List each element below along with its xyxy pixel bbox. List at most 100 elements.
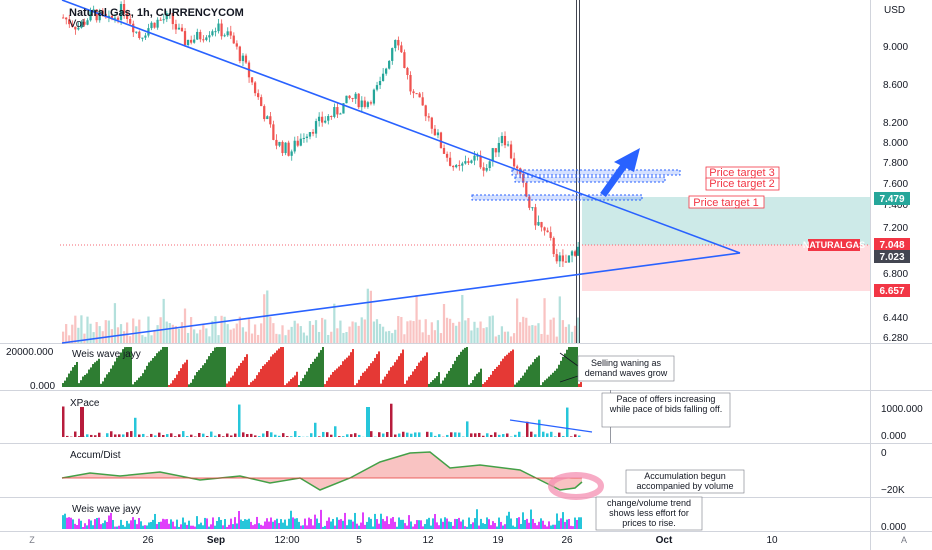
x-tick: 12:00 [274,535,299,546]
auto-scale-icon[interactable]: A [901,535,907,545]
candle-body [65,17,68,20]
xpace-bar [142,433,145,437]
weis-wave-bar [90,367,92,387]
annotation-pace[interactable]: Pace of offers increasing while pace of … [601,392,731,428]
weis-wave-bar-2 [288,518,290,529]
weis-wave-bar [206,359,208,387]
weis-wave-bar [386,373,388,387]
candle-body [235,43,238,47]
volume-bar [500,326,504,343]
candle-body [403,52,406,68]
weis-wave-bar-2 [556,513,558,529]
volume-bar [71,324,74,343]
price-tag-stop[interactable]: 6.657 [874,284,910,297]
candle-body [110,15,113,19]
candle-body [296,140,299,146]
xpace-title[interactable]: XPace [70,398,100,409]
weis-wave-bar [138,377,140,387]
volume-bar [238,316,241,343]
price-target-label-3[interactable]: Price target 3 [705,166,780,180]
candle-body [576,246,580,256]
x-tick: 26 [142,535,154,546]
xpace-bar [182,431,185,437]
weis-wave-bar-2 [534,522,536,529]
bullish-arrow[interactable] [600,148,640,198]
annotation-effort[interactable]: change/volume trend shows less effort fo… [595,496,703,531]
weis-wave-bar [574,347,576,387]
y-tick: 7.400 [883,200,908,211]
weis-wave-bar-2 [202,525,204,529]
weis-wave-bar [210,353,212,387]
candle-body [327,116,330,121]
symbol-title[interactable]: Natural Gas, 1h, CURRENCYCOM [69,7,244,19]
volume-bar [442,303,446,343]
weis-wave-bar [344,359,346,387]
time-axis[interactable]: 26 Sep 12:00 5 12 19 26 Oct 10 [142,535,778,546]
weis-wave-title-2[interactable]: Weis wave jayy [72,504,141,515]
weis-wave-bar-2 [258,523,260,529]
candle-body [555,254,558,262]
timezone-icon[interactable]: Z [29,535,35,545]
price-tag-current[interactable]: 7.023 [874,250,910,263]
weis-wave-bar-2 [554,524,556,529]
volume-bar [388,330,391,343]
volume-bar [546,334,549,343]
xpace-bar [310,433,313,437]
xpace-bar [254,435,257,437]
annotation-accumulation[interactable]: Accumulation begun accompanied by volume [625,469,745,494]
candle-body [421,97,424,106]
ascending-trendline[interactable] [61,252,741,344]
weis-wave-bar [266,362,268,387]
candle-body [363,100,366,107]
candle-body [241,55,245,62]
volume-bar [491,315,494,343]
weis-wave-bar [84,374,86,387]
weis-wave-bar [256,375,258,387]
volume-bar [235,323,238,343]
xpace-bar [186,436,189,437]
weis-wave-bar-2 [378,523,380,529]
price-tag-symbol[interactable]: NATURALGAS [803,239,865,251]
volume-bar [357,325,360,343]
candle-body [366,102,369,107]
candle-body [455,165,458,168]
volume-bar [564,326,568,343]
weis-wave-bar [448,370,450,387]
volume-bar [241,327,245,343]
price-axis[interactable]: 9.000 8.600 8.200 8.000 7.800 7.600 7.40… [883,42,908,344]
accum-dist-title[interactable]: Accum/Dist [70,450,121,461]
volume-bar [503,331,507,343]
volume-bar [284,335,287,343]
volume-bar [461,294,464,343]
weis-wave-bar [560,360,562,387]
xpace-bar [358,434,361,437]
descending-trendline[interactable] [61,0,741,254]
volume-label[interactable]: Vol [69,18,84,30]
weis-wave-bar [382,379,384,387]
annotation-selling-waning[interactable]: Selling waning as demand waves grow [577,355,675,382]
price-target-label-2[interactable]: Price target 2 [705,177,780,191]
weis-wave-bar [318,352,320,387]
weis-wave-title[interactable]: Weis wave jayy [72,349,141,360]
weis-wave-bar-2 [318,523,320,529]
weis-wave-bar-2 [86,525,88,529]
weis-wave-bar-2 [276,518,278,529]
y-tick: 8.600 [883,80,908,91]
weis-wave-bar-2 [568,518,570,529]
xpace-bar [342,436,345,437]
volume-bar [378,323,382,343]
price-target-label-1[interactable]: Price target 1 [688,195,765,209]
weis-wave-bar [298,384,300,387]
weis-wave-bar-2 [482,523,484,529]
volume-bar [95,322,98,343]
weis-wave-bar-2 [334,525,336,529]
candle-body [132,23,135,33]
weis-wave-bar [110,368,112,387]
price-tag-target[interactable]: 7.479 [874,192,910,205]
weis-wave-bar-2 [186,524,188,529]
weis-wave-bar [226,383,228,387]
volume-bar [363,319,366,343]
weis-wave-bar [414,369,416,387]
price-tag-last[interactable]: 7.048 [874,238,910,251]
